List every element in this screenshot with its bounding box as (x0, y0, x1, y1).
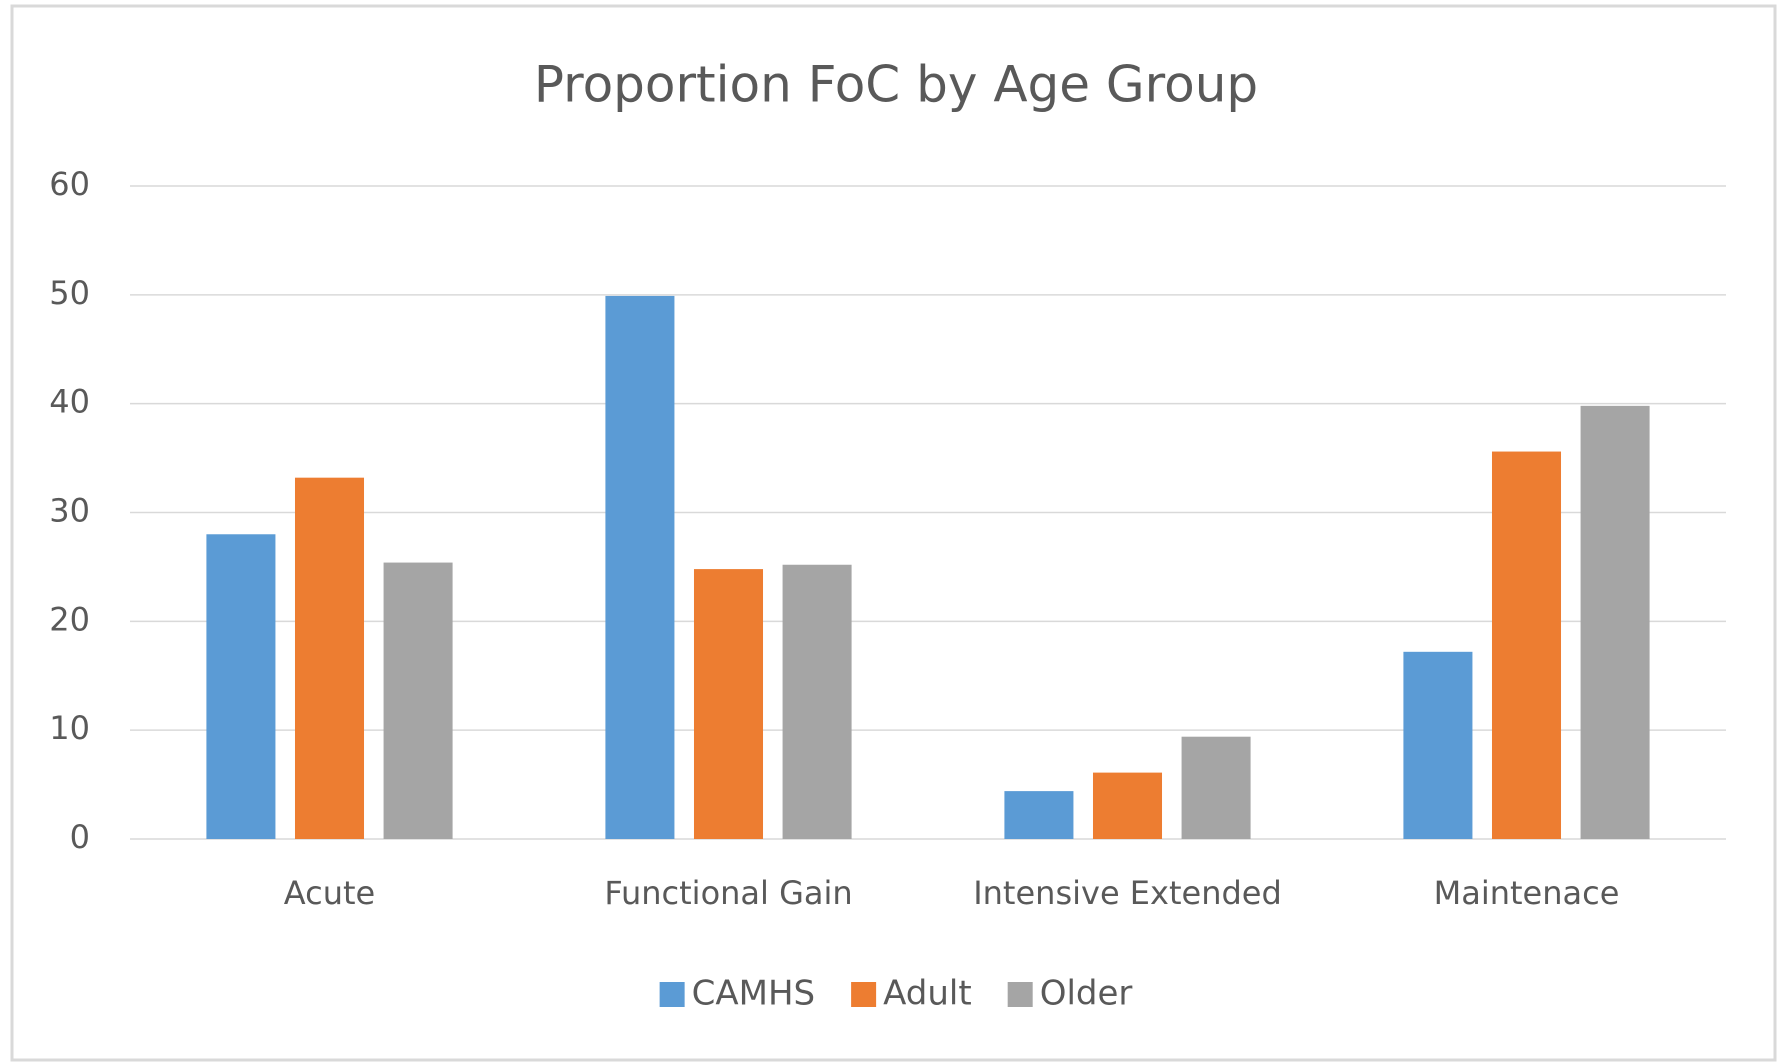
bar (1403, 651, 1473, 839)
bar (206, 534, 276, 839)
x-tick-label: Intensive Extended (973, 874, 1282, 912)
y-tick-label: 20 (49, 600, 90, 638)
x-tick-label: Functional Gain (604, 874, 852, 912)
x-tick-label: Maintenace (1434, 874, 1620, 912)
legend-label: Older (1040, 974, 1133, 1014)
y-tick-label: 40 (49, 383, 90, 421)
y-tick-label: 30 (49, 492, 90, 530)
bar (1092, 772, 1163, 839)
x-tick-label: Acute (284, 874, 375, 912)
bar (782, 564, 852, 839)
legend-swatch (659, 982, 685, 1007)
bar (1491, 451, 1562, 839)
legend-swatch (1007, 982, 1033, 1007)
legend-label: Adult (883, 974, 972, 1014)
legend-label: CAMHS (692, 974, 815, 1014)
bar (294, 477, 365, 839)
bar (1580, 405, 1650, 839)
bar (1004, 791, 1074, 839)
y-tick-label: 10 (49, 709, 90, 747)
bar (1181, 736, 1251, 839)
chart-title: Proportion FoC by Age Group (534, 56, 1258, 114)
legend-swatch (851, 982, 877, 1007)
y-tick-label: 0 (70, 818, 90, 856)
bar (383, 562, 453, 839)
bar (693, 569, 764, 839)
y-tick-label: 60 (49, 165, 90, 203)
y-tick-label: 50 (49, 274, 90, 312)
bar (605, 295, 675, 840)
